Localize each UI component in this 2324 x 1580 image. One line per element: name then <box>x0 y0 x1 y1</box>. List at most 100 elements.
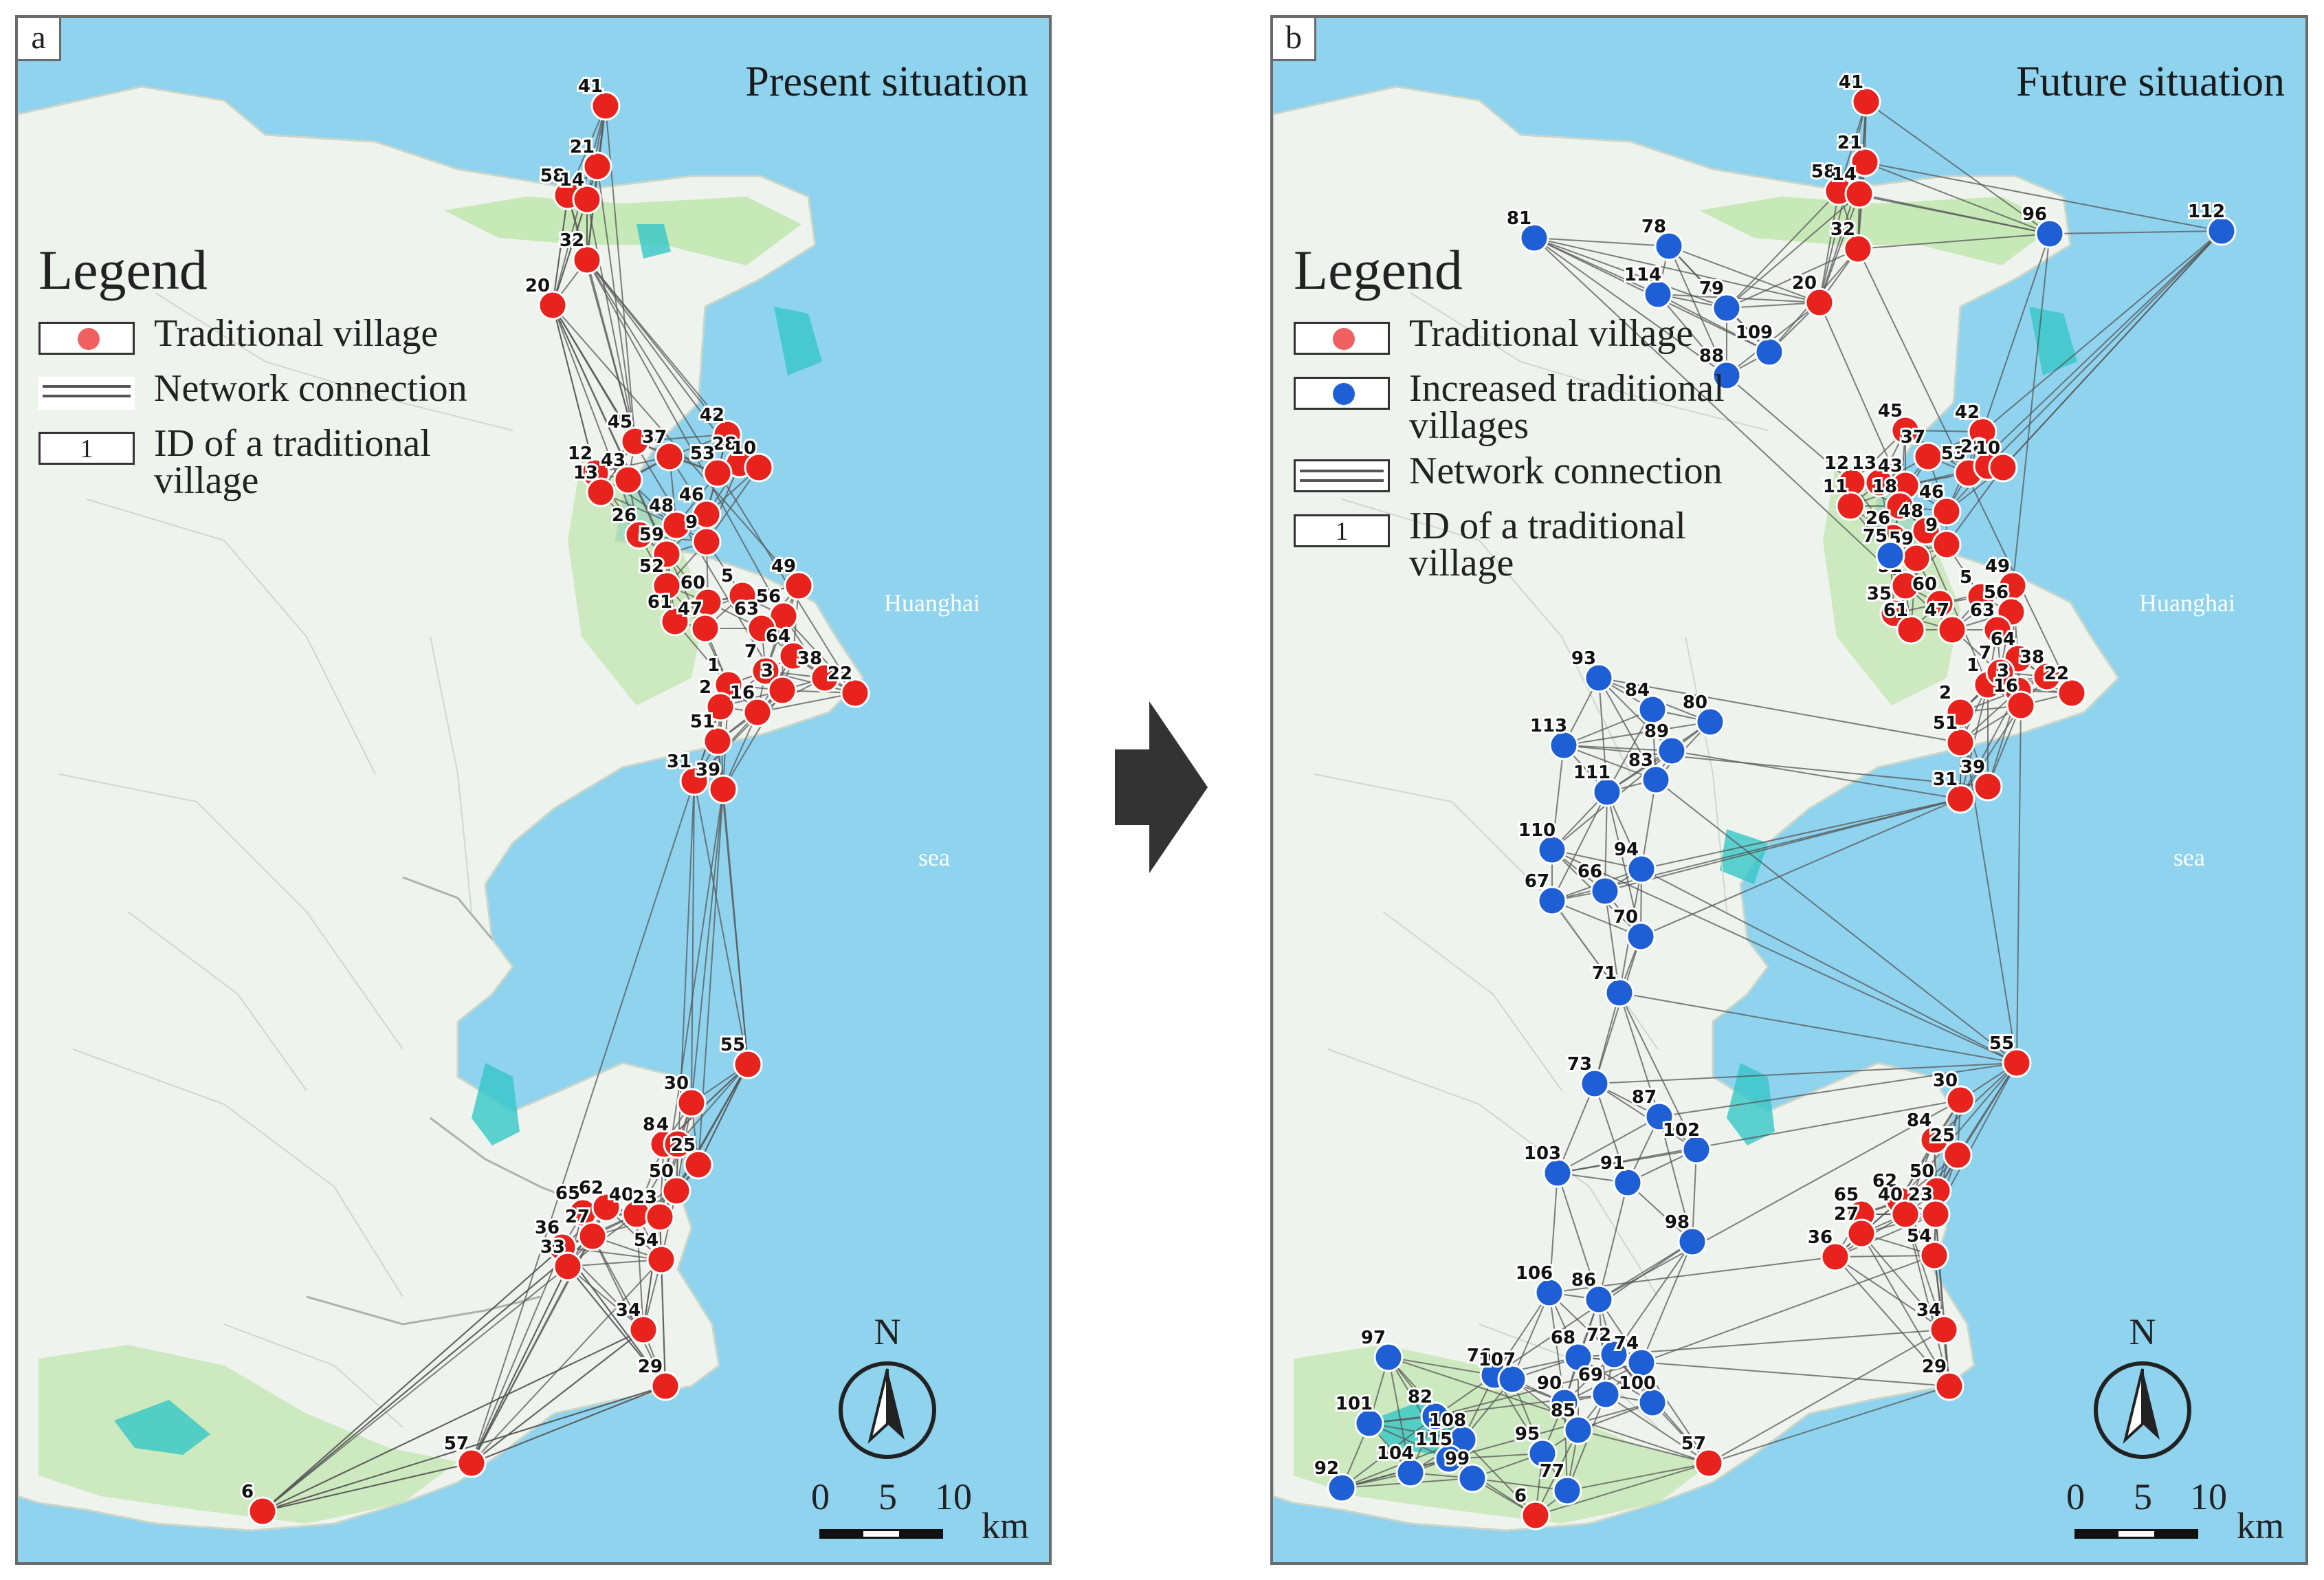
village-id-label: 54 <box>634 1230 659 1251</box>
traditional-village-marker-33: 33 <box>538 1235 583 1282</box>
network-connection-line <box>552 199 588 306</box>
increased-village-dot <box>1613 1167 1643 1198</box>
village-id-label: 82 <box>1408 1387 1432 1407</box>
network-connection-line <box>691 789 724 1104</box>
traditional-village-marker-49: 49 <box>769 554 814 601</box>
traditional-village-marker-26: 26 <box>610 503 654 550</box>
village-id-label: 47 <box>678 599 702 619</box>
village-id-label: 53 <box>690 443 715 464</box>
network-connection-line <box>586 259 636 442</box>
village-id-label: 72 <box>1586 1325 1611 1346</box>
village-id-label: 12 <box>1824 453 1849 474</box>
village-id-label: 57 <box>1681 1434 1706 1454</box>
network-connection-line <box>1641 779 1657 870</box>
traditional-village-marker-36: 36 <box>533 1216 577 1262</box>
village-id-label: 101 <box>1336 1394 1373 1414</box>
village-id-label: 14 <box>1832 164 1857 185</box>
traditional-village-dot <box>733 1049 763 1079</box>
village-id-label: 37 <box>642 427 667 448</box>
network-connection-line <box>1598 677 1961 743</box>
network-connection-line <box>1657 294 1727 376</box>
village-id-label: 22 <box>828 663 852 684</box>
increased-village-marker-77: 77 <box>1538 1459 1582 1506</box>
traditional-village-marker-31: 31 <box>1931 767 1976 814</box>
traditional-village-marker-2: 2 <box>697 675 735 722</box>
village-id-label: 36 <box>1808 1227 1833 1248</box>
traditional-village-marker-56: 56 <box>754 584 799 631</box>
increased-village-marker-98: 98 <box>1663 1210 1707 1257</box>
village-id-label: 10 <box>731 438 756 459</box>
village-id-label: 106 <box>1516 1263 1553 1284</box>
increased-village-marker-87: 87 <box>1630 1085 1674 1132</box>
sea-label-huanghai: Huanghai <box>2139 589 2235 617</box>
traditional-village-dot <box>1804 287 1835 318</box>
traditional-village-marker-55: 55 <box>1987 1031 2032 1078</box>
network-connection-line <box>1594 1083 1628 1183</box>
traditional-village-marker-20: 20 <box>1790 271 1835 318</box>
legend-symbol-double-line <box>38 377 135 410</box>
network-connection-line <box>562 1247 662 1260</box>
village-id-label: 81 <box>1507 208 1531 229</box>
increased-village-marker-71: 71 <box>1590 961 1635 1008</box>
traditional-village-dot <box>661 510 691 540</box>
traditional-village-dot <box>663 1129 693 1159</box>
increased-village-marker-74: 74 <box>1612 1331 1657 1378</box>
network-connection-line <box>262 1462 472 1512</box>
village-id-label: 41 <box>578 76 603 97</box>
traditional-village-dot <box>1929 1315 1959 1345</box>
traditional-village-dot <box>784 571 814 601</box>
village-id-label: 42 <box>700 405 724 426</box>
network-connection-line <box>1819 193 1860 303</box>
network-connection-line <box>1861 1233 1950 1387</box>
increased-village-marker-114: 114 <box>1622 263 1673 309</box>
village-id-label: 56 <box>1984 582 2008 603</box>
traditional-village-dot <box>646 1244 676 1275</box>
village-id-label: 41 <box>1839 72 1863 93</box>
traditional-village-marker-22: 22 <box>2042 661 2087 708</box>
network-connection-line <box>1604 890 1620 994</box>
increased-village-marker-94: 94 <box>1612 837 1657 884</box>
traditional-village-marker-59: 59 <box>637 523 682 569</box>
increased-village-marker-83: 83 <box>1626 748 1671 795</box>
traditional-village-dot <box>1846 1218 1877 1249</box>
increased-village-marker-88: 88 <box>1697 344 1742 391</box>
village-id-label: 31 <box>1933 769 1958 790</box>
increased-village-dot <box>1537 835 1567 865</box>
network-connection-line <box>1549 1292 1565 1403</box>
village-id-label: 25 <box>1930 1126 1955 1146</box>
traditional-village-marker-52: 52 <box>637 554 682 601</box>
village-id-label: 88 <box>1699 346 1724 366</box>
network-connection-line <box>1659 1116 1693 1242</box>
increased-village-dot <box>1592 777 1622 807</box>
village-id-label: 20 <box>1792 273 1817 294</box>
network-connection-line <box>1388 1357 1495 1376</box>
traditional-village-dot <box>691 527 722 557</box>
traditional-village-dot <box>1885 491 1915 521</box>
traditional-village-dot <box>1985 657 2015 688</box>
increased-village-dot <box>1590 876 1620 906</box>
traditional-village-marker-50: 50 <box>647 1159 691 1206</box>
traditional-village-dot <box>2006 690 2036 721</box>
traditional-village-marker-57: 57 <box>442 1431 487 1478</box>
village-id-label: 47 <box>1925 600 1949 621</box>
traditional-village-marker-23: 23 <box>630 1185 675 1232</box>
traditional-village-dot <box>645 1202 675 1232</box>
network-connection-line <box>1606 791 1641 937</box>
traditional-village-dot <box>1932 496 1962 527</box>
village-id-label: 52 <box>639 556 664 577</box>
village-id-label: 53 <box>1941 443 1966 464</box>
village-id-label: 27 <box>565 1207 590 1227</box>
village-id-label: 112 <box>2188 201 2225 222</box>
village-id-label: 75 <box>1863 526 1888 547</box>
village-id-label: 73 <box>1567 1054 1592 1075</box>
network-connection-line <box>1388 1357 1463 1440</box>
traditional-village-dot <box>2002 1048 2032 1078</box>
map-panel-present: 41 21 58 14 32 20 45 42 28 10 37 53 12 43 13 46 48 26 9 59 5… <box>15 15 1052 1565</box>
village-id-label: 42 <box>1955 402 1980 423</box>
network-connection-line <box>471 780 695 1464</box>
legend-symbol-id-box: 1 <box>38 432 135 465</box>
network-connection-line <box>1462 1439 1536 1516</box>
village-id-label: 37 <box>1901 427 1925 448</box>
network-connection-line <box>1563 745 1989 787</box>
